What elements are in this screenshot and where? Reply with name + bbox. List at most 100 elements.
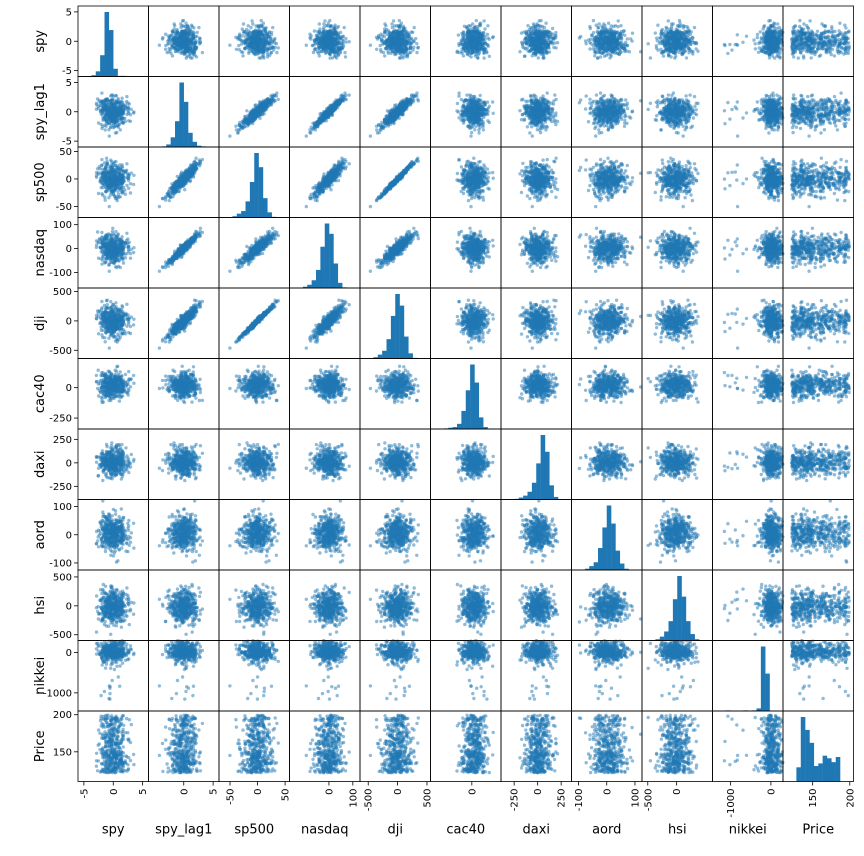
scatter-point: [256, 45, 259, 48]
scatter-point: [241, 54, 244, 57]
scatter-point: [198, 37, 201, 40]
scatter-point: [326, 45, 329, 48]
scatter-point: [409, 51, 412, 54]
hist-bar: [113, 69, 118, 77]
cell-spy-vs-spy: [78, 6, 149, 77]
hist-bar: [105, 12, 110, 77]
scatter-point: [342, 44, 345, 47]
scatter-point: [343, 26, 346, 29]
scatter-point: [392, 19, 395, 22]
scatter-point: [380, 38, 383, 41]
scatter-point: [402, 25, 405, 28]
scatter-point: [259, 33, 262, 36]
cell-spy-vs-dji: [360, 6, 431, 77]
scatter-point: [413, 26, 416, 29]
scatter-point: [325, 37, 328, 40]
scatter-point: [190, 50, 193, 53]
scatter-point: [337, 42, 340, 45]
scatter-point: [253, 36, 256, 39]
scatter-point: [331, 50, 334, 53]
scatter-point: [415, 42, 418, 45]
scatter-point: [273, 37, 276, 40]
scatter-point: [258, 50, 261, 53]
scatter-point: [182, 34, 185, 37]
scatter-point: [240, 42, 243, 45]
scatter-point: [158, 44, 161, 47]
scatter-point: [383, 31, 386, 34]
scatter-point: [258, 56, 261, 59]
scatter-point: [325, 50, 328, 53]
scatter-point: [191, 25, 194, 28]
scatter-point: [249, 43, 252, 46]
scatter-point: [189, 33, 192, 36]
scatter-point: [457, 33, 460, 36]
scatter-point: [405, 30, 408, 33]
scatter-point: [186, 47, 189, 50]
scatter-point: [329, 25, 332, 28]
scatter-point: [170, 34, 173, 37]
scatter-point: [334, 50, 337, 53]
scatter-point: [474, 54, 477, 57]
scatter-point: [483, 27, 486, 30]
scatter-point: [333, 38, 336, 41]
scatter-point: [482, 56, 485, 59]
scatter-point: [319, 39, 322, 42]
scatter-point: [249, 31, 252, 34]
scatter-point: [383, 41, 386, 44]
scatter-point: [394, 52, 397, 55]
scatter-point: [400, 50, 403, 53]
scatter-point: [182, 41, 185, 44]
scatter-point: [486, 36, 489, 39]
scatter-point: [415, 51, 418, 54]
scatter-point: [332, 33, 335, 36]
scatter-point: [336, 35, 339, 38]
scatter-point: [381, 34, 384, 37]
scatter-point: [408, 44, 411, 47]
scatter-point: [387, 39, 390, 42]
scatter-point: [321, 43, 324, 46]
scatter-point: [317, 52, 320, 55]
scatter-point: [322, 26, 325, 29]
scatter-point: [161, 37, 164, 40]
scatter-point: [189, 56, 192, 59]
scatter-point: [173, 24, 176, 27]
scatter-point: [266, 50, 269, 53]
scatter-point: [334, 42, 337, 45]
scatter-point: [169, 52, 172, 55]
scatter-point: [312, 51, 315, 54]
scatter-point: [383, 54, 386, 57]
scatter-point: [377, 34, 380, 37]
scatter-point: [385, 44, 388, 47]
scatter-point: [190, 42, 193, 45]
scatter-point: [337, 47, 340, 50]
scatter-point: [322, 22, 325, 25]
scatter-point: [404, 33, 407, 36]
scatter-point: [491, 36, 494, 39]
scatter-point: [488, 55, 491, 58]
scatter-point: [392, 38, 395, 41]
scatter-point: [247, 47, 250, 50]
scatter-point: [390, 22, 393, 25]
scatter-point: [329, 31, 332, 34]
scatter-point: [263, 47, 266, 50]
hist-bar: [100, 55, 105, 76]
scatter-point: [228, 44, 231, 47]
scatter-point: [239, 38, 242, 41]
scatter-point: [179, 22, 182, 25]
scatter-point: [167, 34, 170, 37]
scatter-point: [318, 47, 321, 50]
cell-spy-vs-sp500: [219, 6, 290, 77]
scatter-point: [322, 31, 325, 34]
scatter-point: [270, 51, 273, 54]
scatter-point: [324, 47, 327, 50]
scatter-point: [199, 41, 202, 44]
scatter-point: [332, 47, 335, 50]
scatter-point: [260, 25, 263, 28]
scatter-point: [333, 30, 336, 33]
scatter-point: [259, 37, 262, 40]
scatter-point: [195, 55, 198, 58]
scatter-point: [185, 54, 188, 57]
scatter-point: [400, 54, 403, 57]
scatter-point: [376, 37, 379, 40]
